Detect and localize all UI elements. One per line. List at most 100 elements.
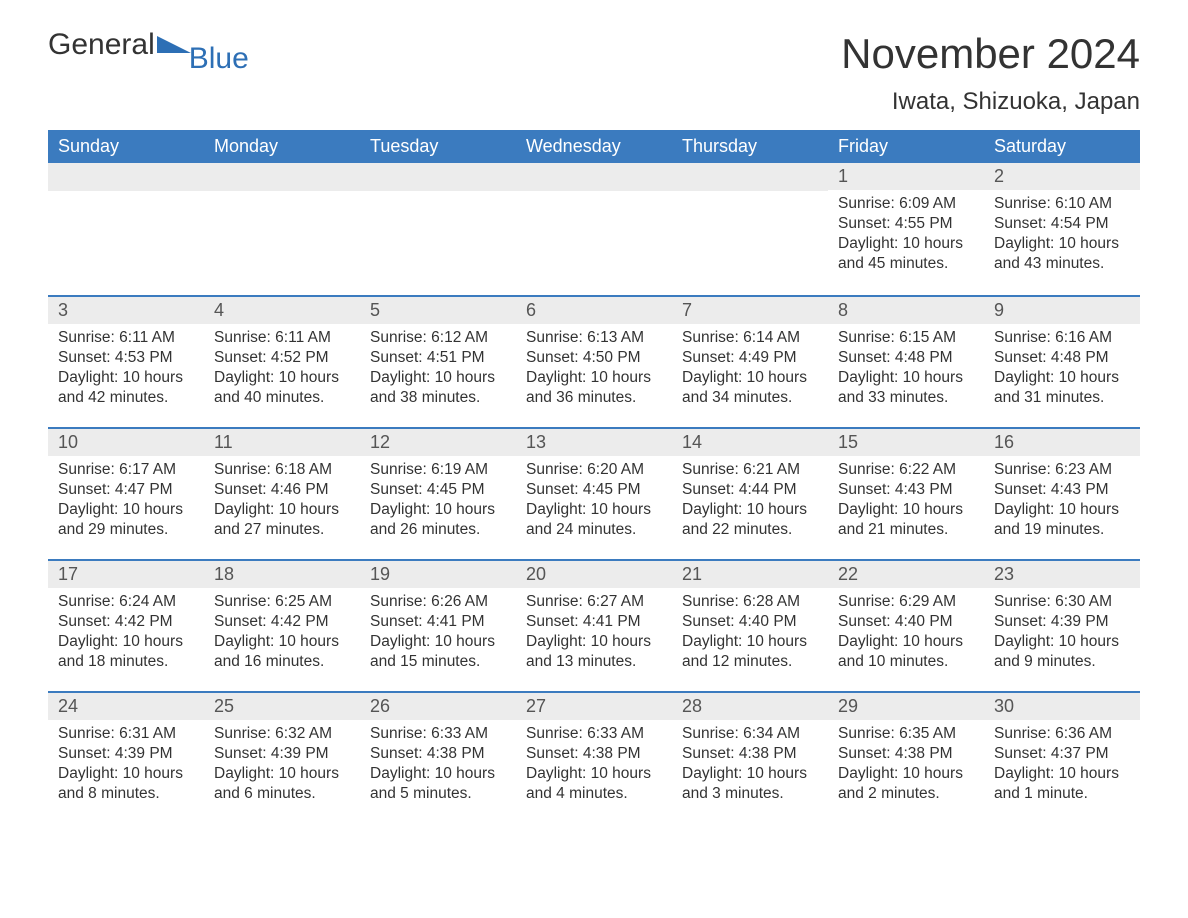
sunset-value: 4:41 PM [583, 613, 641, 630]
daylight-label: Daylight: [838, 501, 903, 518]
daylight-label: Daylight: [526, 765, 591, 782]
daylight-label: Daylight: [370, 369, 435, 386]
sunrise-line: Sunrise: 6:27 AM [526, 592, 662, 612]
calendar-cell: 19 Sunrise: 6:26 AMSunset: 4:41 PMDayligh… [360, 559, 516, 691]
sunset-label: Sunset: [526, 349, 583, 366]
calendar-cell: 22Sunrise: 6:29 AMSunset: 4:40 PMDayligh… [828, 559, 984, 691]
calendar-cell: 16Sunrise: 6:23 AMSunset: 4:43 PMDayligh… [984, 427, 1140, 559]
day-header: Wednesday [516, 130, 672, 163]
sunrise-label: Sunrise: [370, 725, 431, 742]
daylight-label: Daylight: [994, 235, 1059, 252]
calendar-cell-empty [516, 163, 672, 295]
sunrise-label: Sunrise: [58, 593, 119, 610]
daylight-line: Daylight: 10 hours and 10 minutes. [838, 632, 974, 672]
calendar-cell: 12Sunrise: 6:19 AMSunset: 4:45 PMDayligh… [360, 427, 516, 559]
day-details: Sunrise: 6:12 AMSunset: 4:51 PMDaylight:… [366, 328, 510, 409]
day-number-bar: 5 [360, 297, 516, 324]
sunrise-line: Sunrise: 6:33 AM [526, 724, 662, 744]
calendar-cell: 10Sunrise: 6:17 AMSunset: 4:47 PMDayligh… [48, 427, 204, 559]
day-number-bar: 20 [516, 561, 672, 588]
day-number-bar: 19 [360, 561, 516, 588]
day-number-bar [672, 163, 828, 191]
sunset-value: 4:53 PM [115, 349, 173, 366]
calendar-cell: 28Sunrise: 6:34 AMSunset: 4:38 PMDayligh… [672, 691, 828, 823]
sunrise-line: Sunrise: 6:22 AM [838, 460, 974, 480]
sunset-label: Sunset: [58, 613, 115, 630]
day-details: Sunrise: 6:22 AMSunset: 4:43 PMDaylight:… [834, 460, 978, 541]
sunset-label: Sunset: [370, 349, 427, 366]
sunrise-value: 6:19 AM [431, 461, 488, 478]
calendar-cell: 5 Sunrise: 6:12 AMSunset: 4:51 PMDaylight… [360, 295, 516, 427]
daylight-label: Daylight: [526, 633, 591, 650]
calendar-body: 1Sunrise: 6:09 AMSunset: 4:55 PMDaylight… [48, 163, 1140, 823]
day-number-bar: 22 [828, 561, 984, 588]
sunset-line: Sunset: 4:43 PM [994, 480, 1130, 500]
daylight-label: Daylight: [370, 765, 435, 782]
sunrise-line: Sunrise: 6:16 AM [994, 328, 1130, 348]
sunrise-line: Sunrise: 6:36 AM [994, 724, 1130, 744]
sunset-line: Sunset: 4:39 PM [214, 744, 350, 764]
sunrise-value: 6:33 AM [431, 725, 488, 742]
sunset-label: Sunset: [58, 481, 115, 498]
daylight-line: Daylight: 10 hours and 40 minutes. [214, 368, 350, 408]
daylight-label: Daylight: [682, 633, 747, 650]
day-details: Sunrise: 6:14 AMSunset: 4:49 PMDaylight:… [678, 328, 822, 409]
sunrise-value: 6:11 AM [275, 329, 331, 346]
calendar-cell: 30Sunrise: 6:36 AMSunset: 4:37 PMDayligh… [984, 691, 1140, 823]
sunrise-value: 6:20 AM [587, 461, 644, 478]
calendar-cell: 20Sunrise: 6:27 AMSunset: 4:41 PMDayligh… [516, 559, 672, 691]
day-details: Sunrise: 6:21 AMSunset: 4:44 PMDaylight:… [678, 460, 822, 541]
calendar-cell: 11Sunrise: 6:18 AMSunset: 4:46 PMDayligh… [204, 427, 360, 559]
day-number-bar: 21 [672, 561, 828, 588]
sunrise-value: 6:11 AM [119, 329, 175, 346]
sunset-line: Sunset: 4:40 PM [838, 612, 974, 632]
sunset-line: Sunset: 4:52 PM [214, 348, 350, 368]
sunset-label: Sunset: [214, 481, 271, 498]
day-number-bar: 17 [48, 561, 204, 588]
calendar-cell: 26Sunrise: 6:33 AMSunset: 4:38 PMDayligh… [360, 691, 516, 823]
sunrise-line: Sunrise: 6:15 AM [838, 328, 974, 348]
sunset-label: Sunset: [58, 745, 115, 762]
sunset-label: Sunset: [526, 481, 583, 498]
sunrise-label: Sunrise: [682, 725, 743, 742]
day-number-bar: 30 [984, 693, 1140, 720]
day-details: Sunrise: 6:17 AMSunset: 4:47 PMDaylight:… [54, 460, 198, 541]
sunrise-label: Sunrise: [994, 195, 1055, 212]
calendar-cell: 21Sunrise: 6:28 AMSunset: 4:40 PMDayligh… [672, 559, 828, 691]
sunset-value: 4:38 PM [583, 745, 641, 762]
sunset-value: 4:47 PM [115, 481, 173, 498]
sunrise-label: Sunrise: [838, 329, 899, 346]
day-details: Sunrise: 6:26 AMSunset: 4:41 PMDaylight:… [366, 592, 510, 673]
daylight-line: Daylight: 10 hours and 43 minutes. [994, 234, 1130, 274]
daylight-line: Daylight: 10 hours and 42 minutes. [58, 368, 194, 408]
day-number-bar: 1 [828, 163, 984, 190]
sunset-value: 4:41 PM [427, 613, 485, 630]
sunset-line: Sunset: 4:51 PM [370, 348, 506, 368]
sunset-line: Sunset: 4:53 PM [58, 348, 194, 368]
sunset-line: Sunset: 4:42 PM [58, 612, 194, 632]
day-details: Sunrise: 6:25 AMSunset: 4:42 PMDaylight:… [210, 592, 354, 673]
sunrise-value: 6:14 AM [743, 329, 800, 346]
sunrise-label: Sunrise: [526, 725, 587, 742]
calendar-cell: 3Sunrise: 6:11 AMSunset: 4:53 PMDaylight… [48, 295, 204, 427]
sunrise-label: Sunrise: [994, 725, 1055, 742]
sunrise-line: Sunrise: 6:24 AM [58, 592, 194, 612]
calendar-cell: 14Sunrise: 6:21 AMSunset: 4:44 PMDayligh… [672, 427, 828, 559]
sunrise-line: Sunrise: 6:35 AM [838, 724, 974, 744]
sunset-line: Sunset: 4:42 PM [214, 612, 350, 632]
calendar-cell-empty [204, 163, 360, 295]
sunset-label: Sunset: [214, 349, 271, 366]
daylight-line: Daylight: 10 hours and 45 minutes. [838, 234, 974, 274]
sunrise-label: Sunrise: [58, 725, 119, 742]
sunrise-value: 6:16 AM [1055, 329, 1112, 346]
sunset-line: Sunset: 4:39 PM [58, 744, 194, 764]
daylight-label: Daylight: [526, 369, 591, 386]
daylight-label: Daylight: [994, 501, 1059, 518]
sunrise-value: 6:22 AM [899, 461, 956, 478]
calendar-cell: 6Sunrise: 6:13 AMSunset: 4:50 PMDaylight… [516, 295, 672, 427]
sunset-label: Sunset: [994, 613, 1051, 630]
daylight-line: Daylight: 10 hours and 13 minutes. [526, 632, 662, 672]
daylight-line: Daylight: 10 hours and 4 minutes. [526, 764, 662, 804]
daylight-line: Daylight: 10 hours and 3 minutes. [682, 764, 818, 804]
daylight-label: Daylight: [214, 369, 279, 386]
